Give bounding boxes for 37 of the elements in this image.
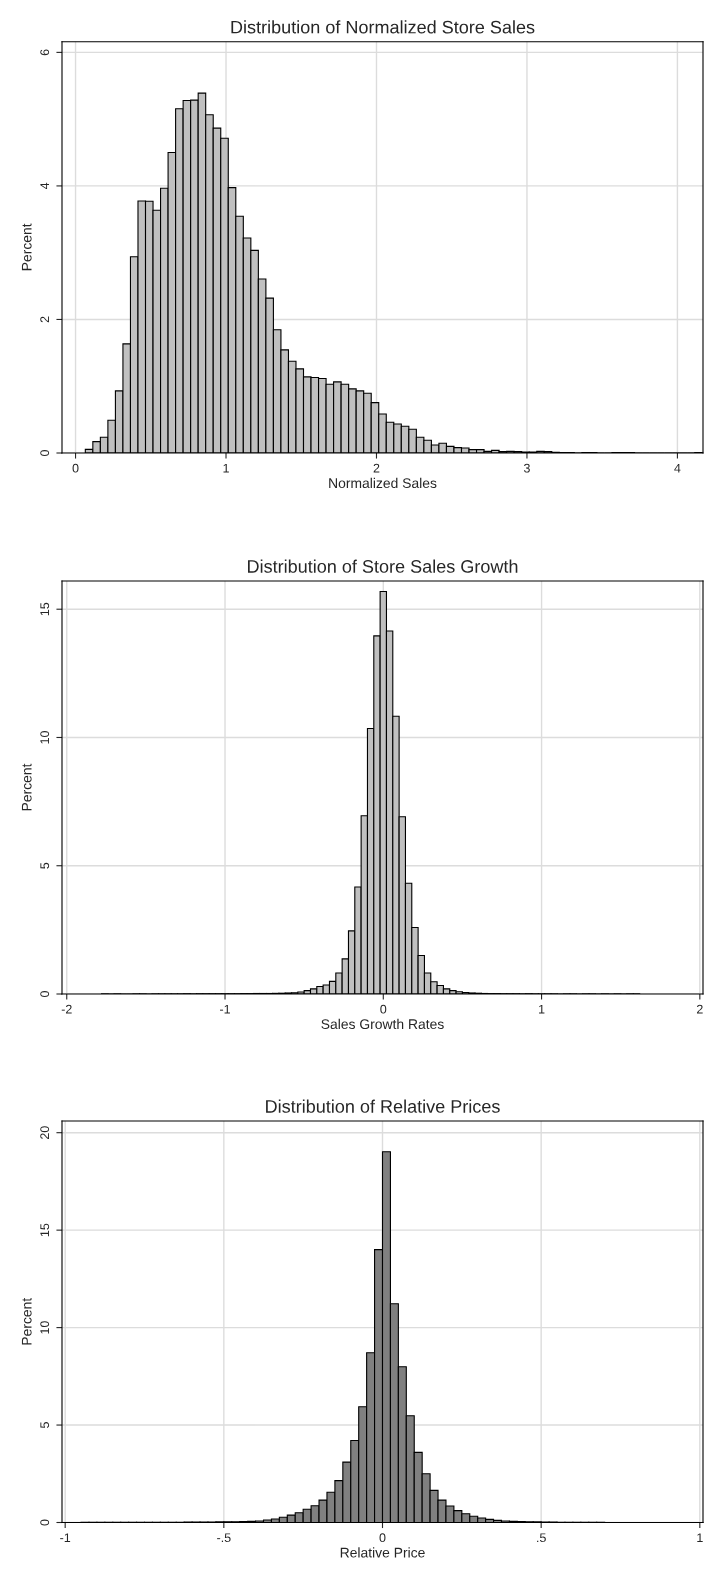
x-tick-label: -2 <box>61 1004 72 1014</box>
x-tick-label: 1 <box>697 1533 703 1542</box>
chart-title: Distribution of Store Sales Growth <box>248 559 518 573</box>
x-tick-label: -1 <box>220 1004 230 1014</box>
y-tick-label: 0 <box>40 991 50 997</box>
x-tick-label: 3 <box>523 463 530 473</box>
y-tick-label: 15 <box>40 1223 50 1237</box>
x-tick-label: 2 <box>373 463 380 473</box>
y-tick-label: 0 <box>40 1519 50 1526</box>
x-tick-label: 2 <box>696 1004 703 1014</box>
y-tick-label: 6 <box>40 49 50 56</box>
y-axis-title: Percent <box>21 1297 32 1345</box>
y-tick-label: 5 <box>40 862 50 869</box>
y-axis-title: Percent <box>21 223 32 271</box>
x-tick-label: 1 <box>539 1004 545 1014</box>
x-axis-title: Normalized Sales <box>329 477 437 489</box>
y-tick-label: 2 <box>40 316 49 323</box>
y-axis-title: Percent <box>21 763 32 811</box>
x-tick-label: 0 <box>72 463 79 473</box>
y-tick-label: 10 <box>40 731 50 744</box>
x-tick-label: -1 <box>60 1533 71 1542</box>
x-tick-label: 4 <box>674 463 681 473</box>
y-tick-label: 20 <box>40 1126 50 1140</box>
y-tick-label: 0 <box>40 450 50 456</box>
chart-title: Distribution of Relative Prices <box>266 1099 500 1113</box>
y-tick-label: 4 <box>40 182 49 190</box>
y-tick-label: 5 <box>40 1422 50 1429</box>
x-axis-title: Relative Price <box>340 1547 425 1558</box>
y-tick-label: 10 <box>40 1321 50 1334</box>
x-tick-label: .5 <box>537 1533 546 1543</box>
x-tick-label: 0 <box>380 1004 387 1014</box>
x-tick-label: 1 <box>223 463 229 473</box>
y-tick-label: 15 <box>40 602 50 616</box>
x-axis-title: Sales Growth Rates <box>321 1018 444 1030</box>
x-tick-label: -.5 <box>217 1533 231 1543</box>
x-tick-label: 0 <box>379 1533 386 1543</box>
chart-title: Distribution of Normalized Store Sales <box>231 20 535 34</box>
